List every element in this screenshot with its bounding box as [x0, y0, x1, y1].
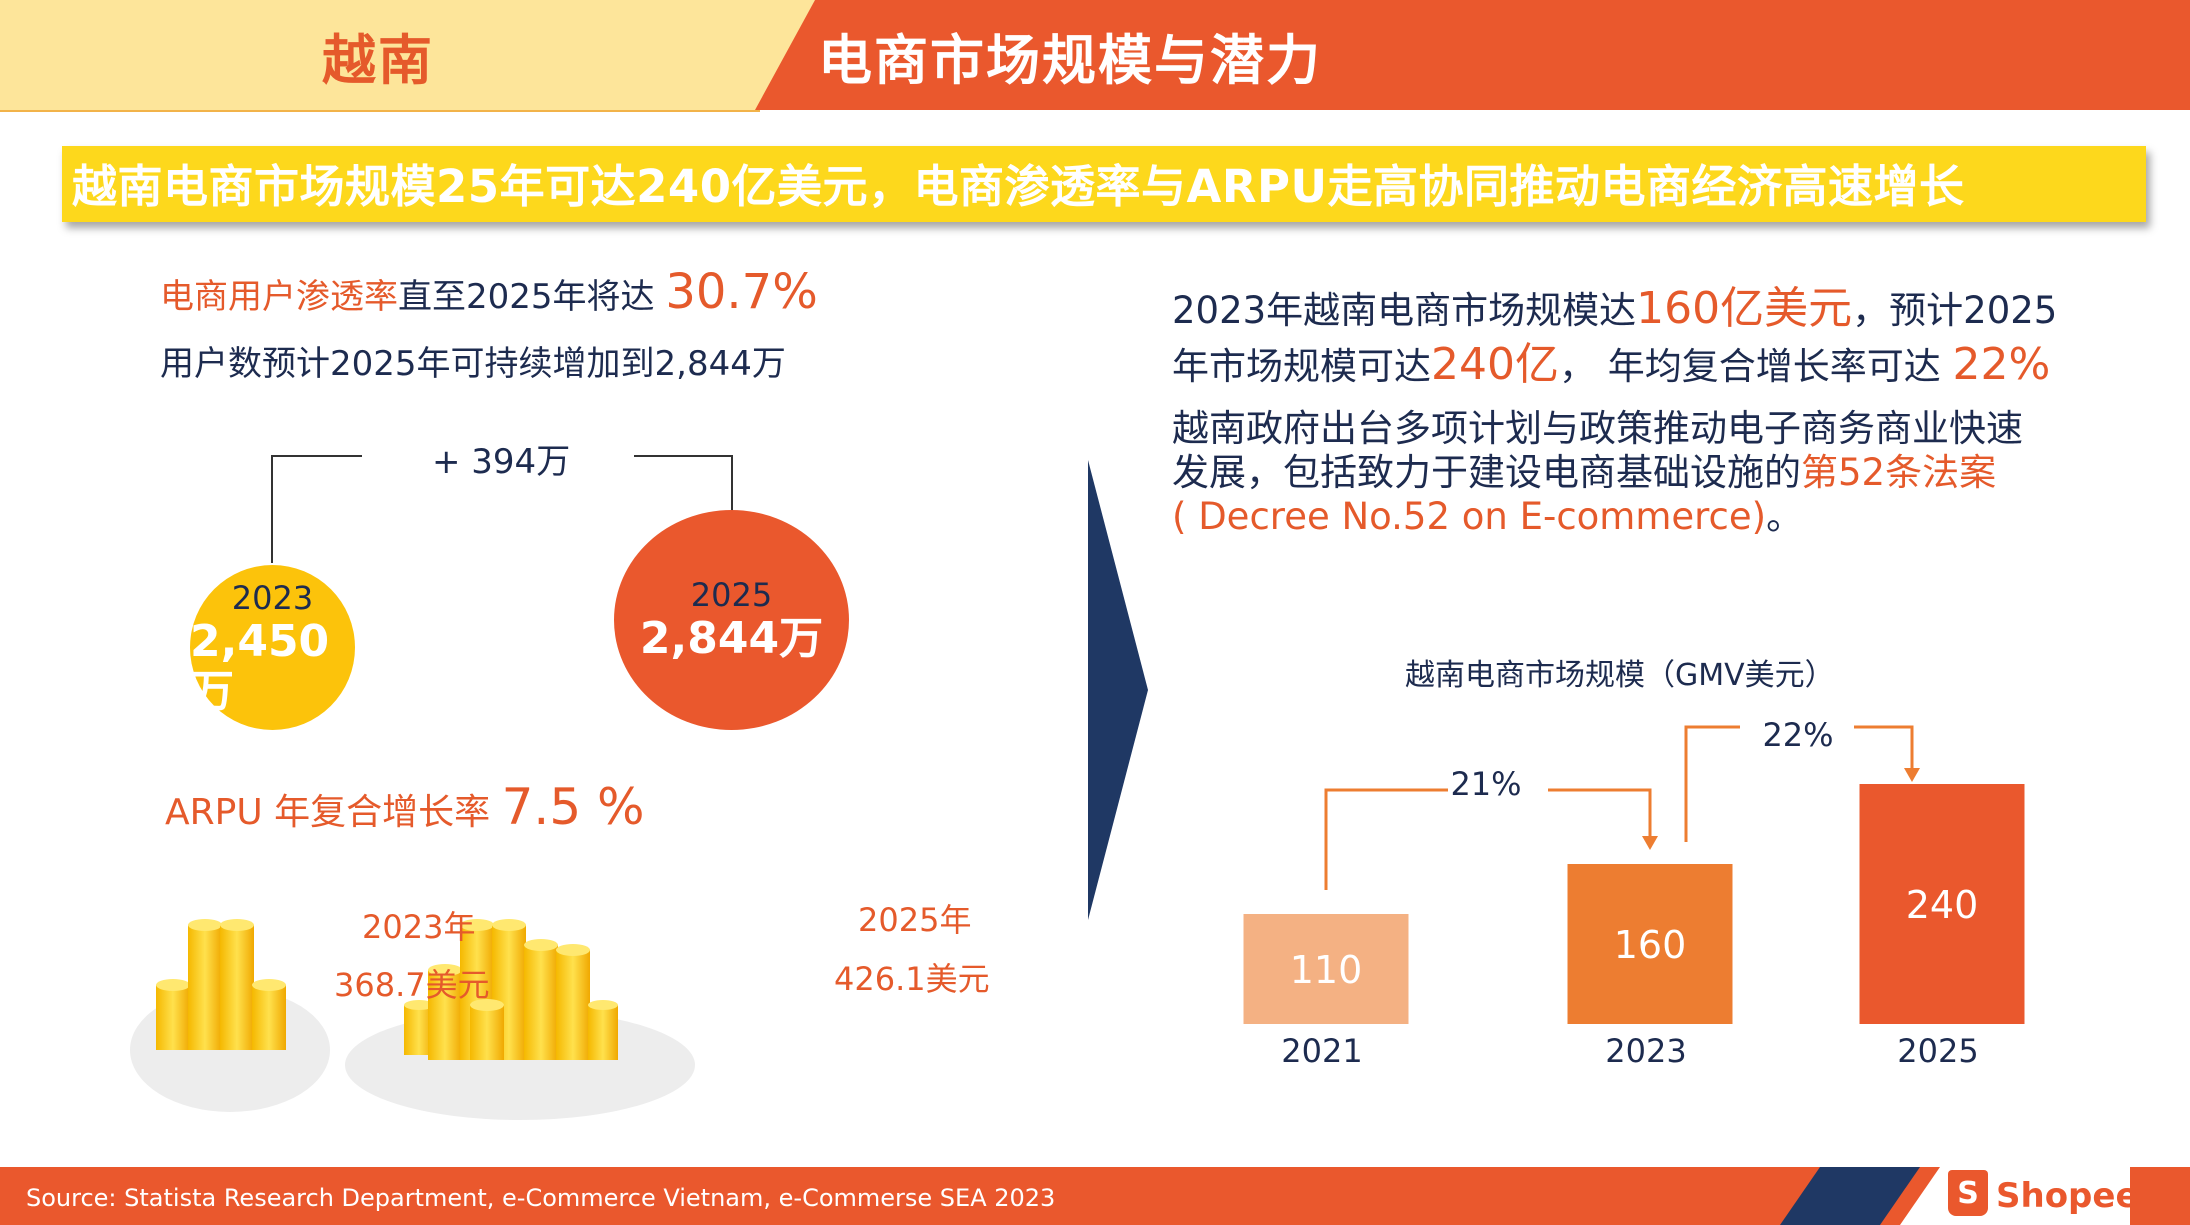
penetration-value: 30.7%: [665, 264, 818, 320]
growth-connector-2b: [1854, 725, 1914, 770]
arpu-label: ARPU 年复合增长率: [165, 792, 491, 833]
category-label-2025: 2025: [1897, 1032, 1978, 1070]
category-label-2023: 2023: [1605, 1032, 1686, 1070]
arpu-2023-year: 2023年: [362, 908, 476, 946]
arpu-value: 7.5 %: [501, 778, 645, 836]
header-country: 越南: [322, 29, 434, 92]
p2-text-a: 年市场规模可达: [1172, 345, 1431, 388]
connector-left: [271, 455, 362, 563]
growth-arrow-2-icon: [1904, 768, 1920, 782]
right-paragraph-line-2: 年市场规模可达240亿， 年均复合增长率可达 22%: [1172, 328, 2050, 392]
header-right-band: [755, 0, 2190, 110]
connector-right: [634, 455, 733, 512]
arpu-2023-value: 368.7美元: [334, 966, 490, 1004]
right-paragraph-line-1: 2023年越南电商市场规模达160亿美元，预计2025: [1172, 272, 2057, 336]
users-2023-year: 2023: [231, 578, 314, 617]
right-paragraph-line-3: 越南政府出台多项计划与政策推动电子商务商业快速: [1172, 407, 2023, 450]
right-paragraph-line-4: 发展，包括致力于建设电商基础设施的第52条法案: [1172, 442, 1996, 496]
penetration-label: 电商用户渗透率: [160, 277, 398, 317]
penetration-line: 电商用户渗透率直至2025年将达 30.7%: [160, 264, 818, 320]
bar-2021: [1243, 914, 1409, 1024]
users-2025-circle: 2025 2,844万: [614, 510, 849, 730]
p5-decree-english: ( Decree No.52 on E-commerce): [1172, 495, 1767, 538]
right-paragraph-line-5: ( Decree No.52 on E-commerce)。: [1172, 486, 1803, 540]
p2-cagr: 22%: [1952, 339, 2051, 390]
coins-2023-icon: [156, 919, 286, 1050]
p5-period: 。: [1766, 495, 1804, 538]
p4-decree-name: 第52条法案: [1801, 451, 1997, 494]
headline-banner: [62, 146, 2146, 222]
growth-label-2021-2023: 21%: [1450, 765, 1521, 803]
users-2023-value: 2,450万: [190, 615, 330, 717]
page-title: 电商市场规模与潜力: [818, 29, 1322, 92]
users-2025-value: 2,844万: [639, 613, 824, 664]
bar-2023: [1567, 864, 1733, 1024]
header-left-band: [0, 0, 820, 110]
section-divider-arrow-icon: [1088, 460, 1148, 920]
users-forecast-text: 用户数预计2025年可持续增加到2,844万: [160, 344, 786, 384]
bar-value-2023: 160: [1614, 923, 1687, 967]
p2-market-2025: 240亿: [1431, 339, 1559, 390]
growth-label-2023-2025: 22%: [1762, 716, 1833, 754]
growth-connector-2: [1684, 725, 1740, 842]
chart-title: 越南电商市场规模（GMV美元）: [1405, 658, 1835, 693]
p1-market-2023: 160亿美元: [1636, 283, 1853, 334]
arpu-2025-value: 426.1美元: [834, 960, 990, 998]
bar-2025: [1859, 784, 2025, 1024]
coin-stacks-illustration: [130, 919, 695, 1120]
coins-2025-icon: [404, 919, 618, 1060]
p1-text-a: 2023年越南电商市场规模达: [1172, 289, 1637, 332]
arpu-2025-year: 2025年: [858, 901, 972, 939]
growth-connector-1b: [1548, 788, 1652, 838]
p1-text-c: ，预计2025: [1852, 289, 2058, 332]
growth-arrow-1-icon: [1642, 836, 1658, 850]
category-label-2021: 2021: [1281, 1032, 1362, 1070]
bar-value-2025: 240: [1906, 883, 1979, 927]
footer-logo-area: [1900, 1167, 2130, 1225]
users-2025-year: 2025: [690, 576, 773, 614]
growth-connector-1: [1324, 788, 1448, 890]
bar-value-2021: 110: [1290, 948, 1363, 992]
users-2023-circle: 2023 2,450万: [190, 565, 355, 730]
arpu-line: ARPU 年复合增长率 7.5 %: [165, 778, 645, 836]
shopee-bag-icon: S: [1948, 1170, 1988, 1216]
headline-text: 越南电商市场规模25年可达240亿美元，电商渗透率与ARPU走高协同推动电商经济…: [72, 160, 1965, 213]
penetration-text: 直至2025年将达: [398, 277, 655, 317]
source-citation: Source: Statista Research Department, e-…: [26, 1184, 1056, 1212]
p4-text-a: 发展，包括致力于建设电商基础设施的: [1172, 451, 1801, 494]
shopee-logo-text: Shopee: [1996, 1176, 2139, 1216]
p2-text-c: ， 年均复合增长率可达: [1558, 345, 1953, 388]
header-divider: [0, 110, 760, 112]
user-increase-label: + 394万: [432, 442, 571, 482]
